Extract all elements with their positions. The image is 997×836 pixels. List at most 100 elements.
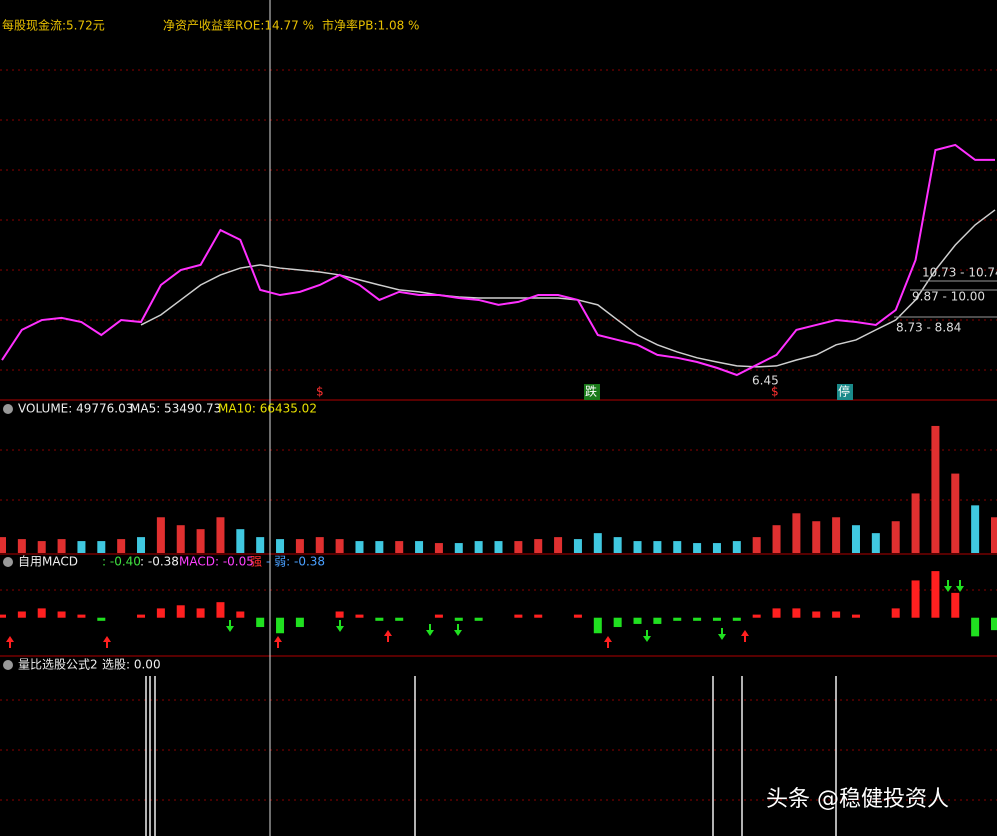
volume-bar: [792, 513, 801, 553]
price-panel: [1, 143, 996, 377]
volume-bar: [534, 539, 543, 553]
macd-bar: [891, 608, 900, 618]
volume-bar: [633, 541, 642, 553]
price-label: 8.73 - 8.84: [896, 321, 961, 335]
macd-bar: [514, 614, 523, 618]
macd-bar: [156, 608, 165, 618]
macd-bar: [335, 611, 344, 618]
macd-dea: : -0.38: [140, 555, 179, 569]
volume-bar: [812, 521, 821, 553]
marker-bg: [837, 384, 853, 400]
panel-toggle[interactable]: [3, 404, 13, 414]
volume-bar: [375, 541, 384, 553]
watermark: 头条 @稳健投资人: [766, 787, 949, 812]
volume-bar: [951, 473, 960, 553]
panel-toggle[interactable]: [3, 557, 13, 567]
volume-bar: [514, 541, 523, 553]
marker: 停: [838, 384, 850, 399]
macd-bar: [792, 608, 801, 618]
pb: 市净率PB:1.08 %: [322, 18, 419, 33]
price-label: 10.73 - 10.74: [922, 266, 997, 280]
macd-bar: [295, 617, 304, 628]
macd-bar: [236, 611, 245, 618]
volume-bar: [17, 539, 26, 553]
macd-bar: [17, 611, 26, 618]
volume-bar: [315, 537, 324, 553]
volume-bar: [117, 539, 126, 553]
panel-toggle[interactable]: [3, 660, 13, 670]
macd-bar: [752, 614, 761, 618]
volume-bar: [176, 525, 185, 553]
cash-flow: 每股现金流:5.72元: [2, 18, 105, 33]
volume-ma5: MA5: 53490.73: [130, 402, 221, 416]
volume-bar: [236, 529, 245, 553]
macd-bar: [256, 617, 265, 628]
macd-bar: [991, 617, 997, 631]
volume-bar: [415, 541, 424, 553]
macd-bar: [375, 617, 384, 621]
volume-bar: [851, 525, 860, 553]
volume-bar: [613, 537, 622, 553]
signal-arrows: [6, 580, 964, 648]
volume-bar: [474, 541, 483, 553]
marker: $: [316, 385, 324, 399]
select-value: 选股: 0.00: [102, 658, 161, 672]
macd-bar: [653, 617, 662, 624]
grid: [0, 69, 997, 801]
volume-bar: [554, 537, 563, 553]
volume-bar: [216, 517, 225, 553]
volume-bar: [434, 543, 443, 553]
price-label: 9.87 - 10.00: [912, 290, 985, 304]
volume-bar: [573, 539, 582, 553]
volume-bar: [712, 543, 721, 553]
macd-bar: [395, 617, 404, 621]
macd-bar: [633, 617, 642, 624]
roe: 净资产收益率ROE:14.77 %: [163, 18, 314, 33]
marker: 跌: [585, 384, 597, 399]
volume-bar: [891, 521, 900, 553]
macd-bar: [474, 617, 483, 621]
volume-title: VOLUME: 49776.03: [18, 402, 133, 416]
select-name: 量比选股公式2: [18, 658, 98, 672]
macd-name: 自用MACD: [18, 555, 78, 569]
macd-bar: [276, 617, 285, 634]
macd-bar: [97, 617, 106, 621]
volume-bar: [732, 541, 741, 553]
macd-bar: [673, 617, 682, 621]
volume-ma10: MA10: 66435.02: [218, 402, 317, 416]
volume-bar: [37, 541, 46, 553]
volume-bar: [276, 539, 285, 553]
macd-bar: [573, 614, 582, 618]
panel-dividers: [0, 399, 997, 657]
macd-bar: [832, 611, 841, 618]
marker: $: [771, 385, 779, 399]
volume-bar: [653, 541, 662, 553]
volume-bar: [0, 537, 6, 553]
price-line: [140, 209, 996, 368]
volume-bar: [295, 539, 304, 553]
marker-bg: [584, 384, 600, 400]
macd-bar: [534, 614, 543, 618]
macd-bar: [911, 580, 920, 618]
volume-bar: [593, 533, 602, 553]
macd-bar: [971, 617, 980, 637]
volume-bar: [971, 505, 980, 553]
volume-bar: [196, 529, 205, 553]
volume-bar: [137, 537, 146, 553]
macd-strong: 强: [250, 555, 262, 569]
select-spikes: [145, 676, 837, 836]
volume-bar: [395, 541, 404, 553]
macd-bar: [37, 608, 46, 618]
macd-bar: [712, 617, 721, 621]
macd-bar: [355, 614, 364, 618]
volume-bar: [355, 541, 364, 553]
volume-bar: [752, 537, 761, 553]
volume-bar: [931, 425, 940, 553]
macd-bar: [851, 614, 860, 618]
macd-bar: [454, 617, 463, 621]
macd-bar: [693, 617, 702, 621]
volume-panel: [0, 425, 997, 553]
macd-dif: : -0.40: [102, 555, 141, 569]
